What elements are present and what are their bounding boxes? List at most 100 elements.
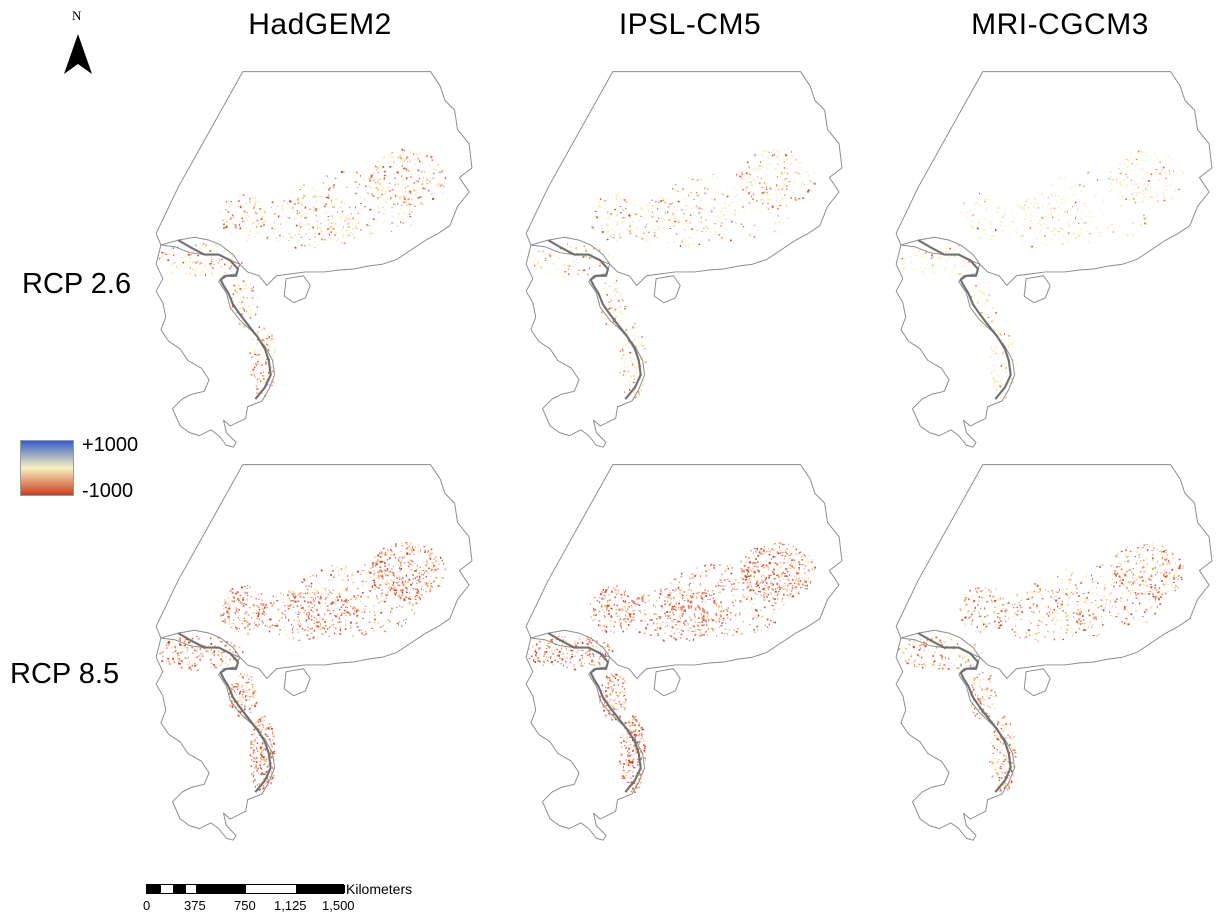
change-pixel (255, 358, 258, 360)
change-pixel (616, 215, 618, 217)
change-pixel (749, 584, 751, 585)
change-pixel (251, 772, 253, 774)
change-pixel (1119, 174, 1122, 176)
change-pixel (261, 370, 264, 372)
change-pixel (397, 185, 400, 187)
change-pixel (661, 608, 663, 610)
change-pixel (383, 561, 385, 563)
change-pixel (1117, 167, 1120, 170)
change-pixel (761, 180, 763, 183)
change-pixel (731, 567, 733, 569)
change-pixel (240, 672, 242, 675)
change-pixel (714, 223, 716, 225)
change-pixel (1004, 212, 1006, 215)
change-pixel (337, 211, 338, 213)
change-pixel (692, 242, 694, 245)
change-pixel (399, 584, 401, 587)
change-pixel (392, 588, 394, 590)
change-pixel (342, 604, 345, 606)
change-pixel (748, 586, 750, 588)
change-pixel (1031, 223, 1033, 225)
change-pixel (992, 230, 993, 233)
change-pixel (1057, 231, 1059, 234)
change-pixel (694, 613, 696, 616)
change-pixel (995, 340, 997, 342)
row-title-rcp85: RCP 8.5 (10, 658, 120, 690)
change-pixel (1137, 185, 1140, 187)
change-pixel (718, 234, 721, 236)
change-pixel (239, 227, 241, 230)
change-pixel (426, 584, 428, 586)
change-pixel (243, 234, 245, 236)
change-pixel (658, 201, 661, 203)
change-pixel (375, 562, 377, 565)
change-pixel (744, 564, 746, 567)
change-pixel (430, 575, 432, 577)
change-pixel (380, 583, 382, 585)
change-pixel (539, 265, 541, 268)
change-pixel (799, 161, 802, 164)
change-pixel (753, 575, 756, 577)
change-pixel (638, 220, 640, 222)
change-pixel (726, 578, 729, 580)
change-pixel (694, 574, 697, 576)
change-pixel (748, 561, 752, 564)
change-pixel (785, 569, 788, 571)
change-pixel (344, 573, 346, 575)
change-pixel (267, 727, 270, 730)
change-pixel (793, 587, 796, 589)
change-pixel (609, 214, 611, 217)
change-pixel (260, 608, 262, 611)
change-pixel (256, 227, 258, 229)
change-pixel (251, 759, 253, 762)
change-pixel (249, 699, 250, 701)
change-pixel (740, 560, 742, 563)
change-pixel (716, 634, 718, 637)
change-pixel (239, 711, 241, 713)
change-pixel (1035, 215, 1038, 217)
change-pixel (787, 162, 789, 165)
change-pixel (279, 616, 282, 618)
change-pixel (974, 202, 976, 204)
change-pixel (791, 562, 793, 564)
change-pixel (262, 392, 264, 395)
change-pixel (186, 647, 189, 649)
change-pixel (409, 569, 411, 571)
change-pixel (726, 228, 728, 231)
change-pixel (325, 212, 327, 214)
change-pixel (406, 161, 409, 162)
change-pixel (266, 781, 269, 783)
change-pixel (330, 237, 332, 239)
change-pixel (977, 221, 980, 224)
change-pixel (386, 568, 389, 570)
change-pixel (768, 550, 771, 553)
change-pixel (904, 258, 906, 260)
north-label: N (72, 8, 82, 23)
change-pixel (634, 333, 637, 336)
change-pixel (371, 585, 373, 588)
change-pixel (385, 207, 387, 210)
change-pixel (262, 608, 264, 610)
change-pixel (666, 617, 669, 620)
change-pixel (298, 625, 301, 627)
change-pixel (393, 589, 396, 592)
change-pixel (771, 547, 773, 549)
change-pixel (736, 588, 738, 590)
change-pixel (208, 645, 210, 647)
change-pixel (409, 563, 412, 565)
change-pixel (713, 183, 715, 185)
change-pixel (251, 743, 253, 745)
change-pixel (343, 242, 346, 245)
change-pixel (377, 576, 380, 579)
change-pixel (755, 167, 758, 169)
change-pixel (313, 600, 315, 603)
change-pixel (261, 329, 264, 332)
change-pixel (768, 577, 770, 579)
change-pixel (355, 611, 358, 613)
change-pixel (400, 551, 402, 552)
change-pixel (259, 788, 261, 791)
change-pixel (228, 266, 230, 268)
change-pixel (399, 556, 401, 558)
change-pixel (256, 737, 258, 739)
change-pixel (628, 215, 631, 217)
